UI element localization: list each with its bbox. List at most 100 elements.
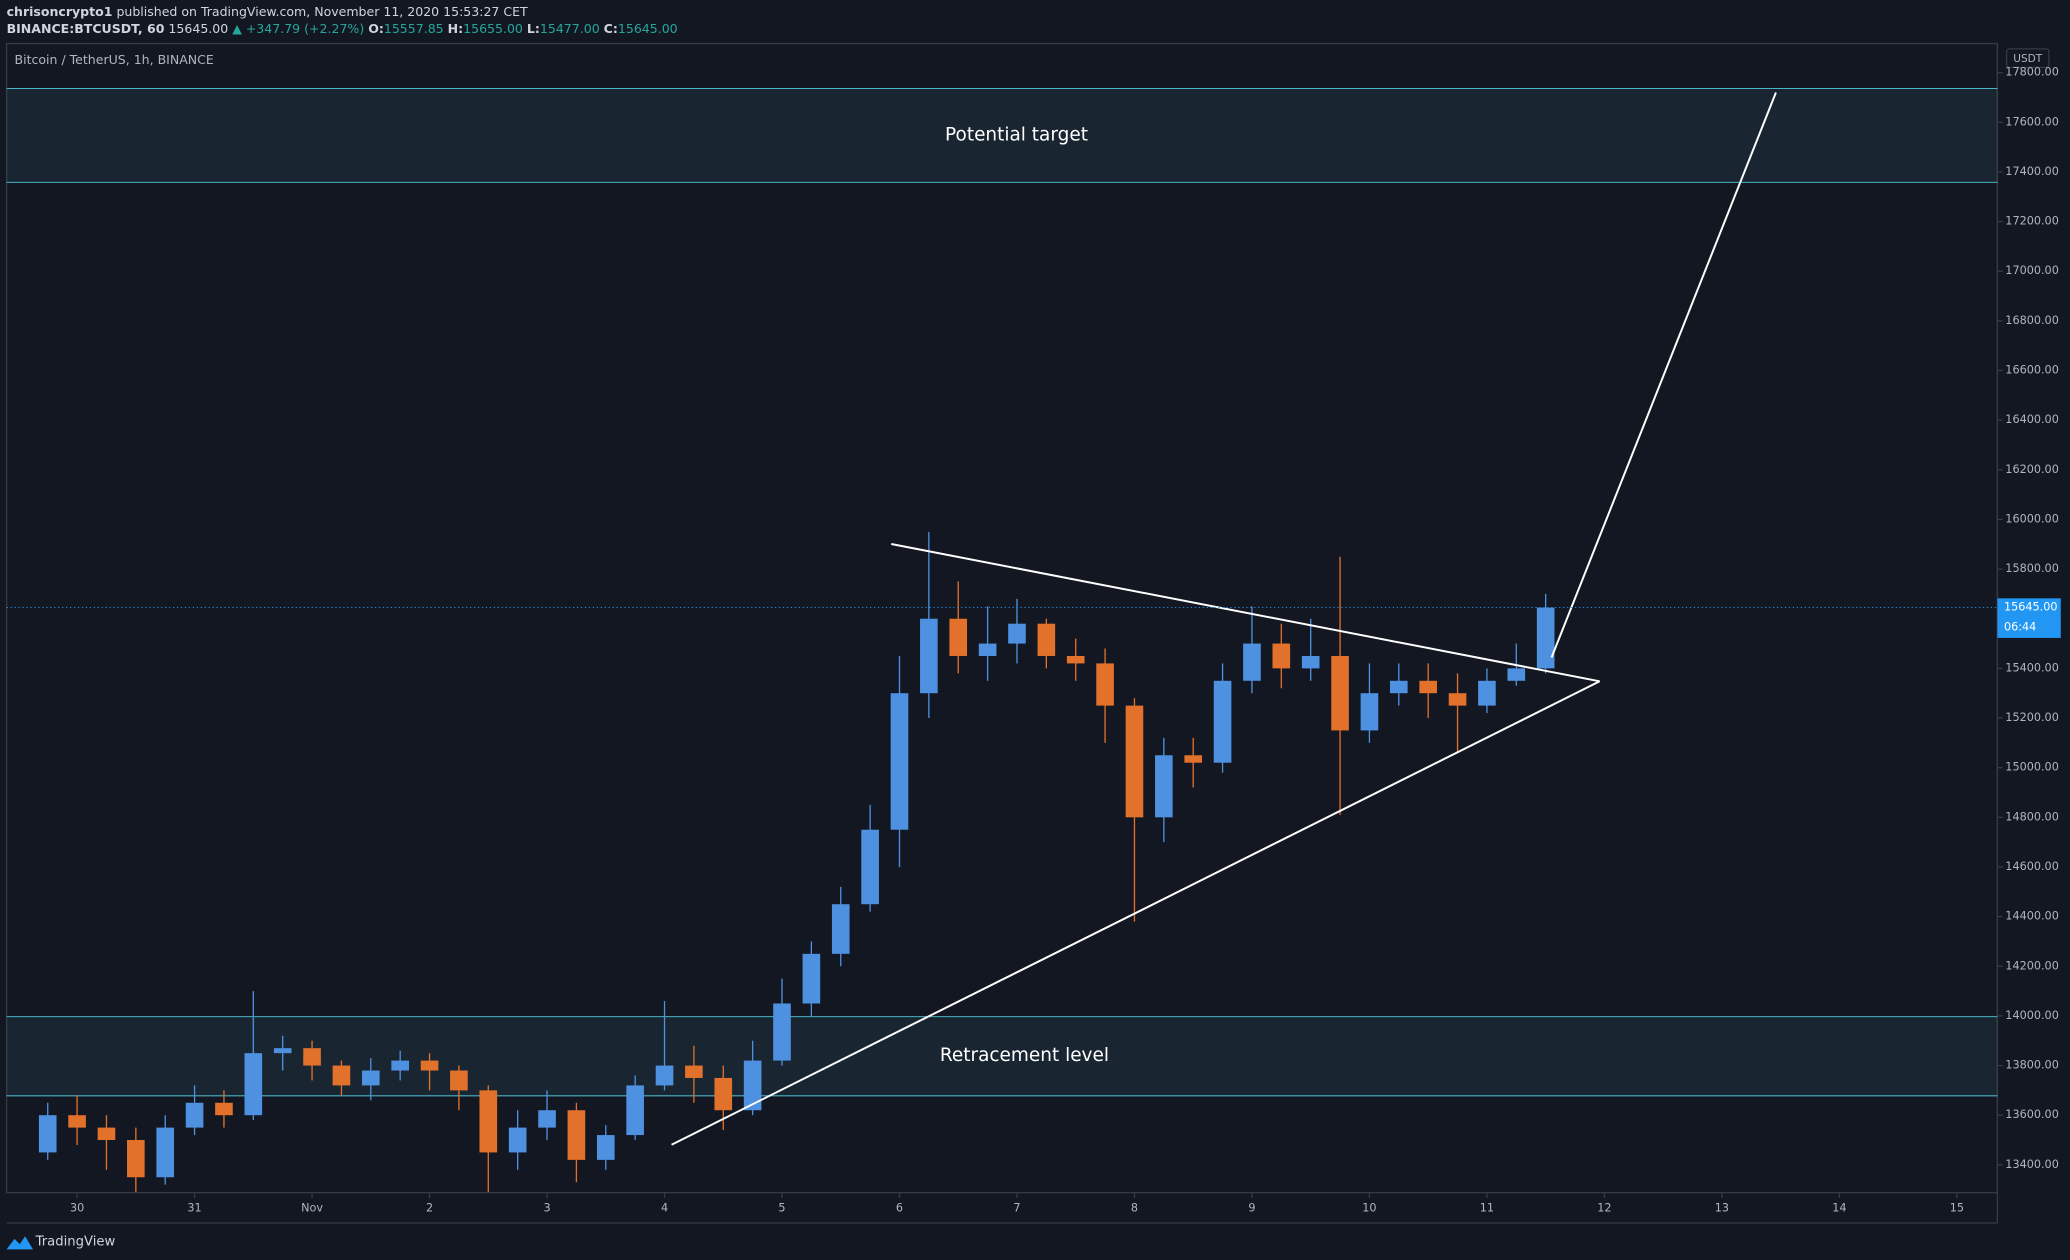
y-tick-label: 16600.00 bbox=[2005, 364, 2059, 377]
y-tick-label: 14800.00 bbox=[2005, 810, 2059, 823]
x-tick-label: 6 bbox=[896, 1201, 903, 1214]
candle-body bbox=[1301, 655, 1320, 669]
y-tick-label: 15800.00 bbox=[2005, 562, 2059, 575]
candle-body bbox=[156, 1127, 175, 1178]
trendline bbox=[891, 543, 1600, 683]
y-tick-label: 16800.00 bbox=[2005, 314, 2059, 327]
candle-body bbox=[332, 1065, 351, 1086]
candle-body bbox=[1507, 668, 1526, 681]
ohlc-value: 15557.85 bbox=[384, 21, 444, 36]
candle-body bbox=[831, 904, 850, 954]
candle-body bbox=[861, 829, 879, 905]
candle-body bbox=[450, 1070, 468, 1091]
candle-body bbox=[714, 1077, 733, 1111]
x-tick-label: 3 bbox=[543, 1201, 550, 1214]
candle-body bbox=[1066, 655, 1085, 664]
candle-body bbox=[1243, 643, 1261, 681]
x-tick-label: 30 bbox=[70, 1201, 84, 1214]
candle-body bbox=[361, 1070, 380, 1086]
price-tag-box bbox=[1997, 598, 2061, 638]
candle-body bbox=[1360, 693, 1379, 731]
y-tick-label: 14400.00 bbox=[2005, 910, 2059, 923]
y-tick-label: 15200.00 bbox=[2005, 711, 2059, 724]
candle-body bbox=[38, 1115, 57, 1153]
candle-body bbox=[538, 1110, 556, 1128]
candle-body bbox=[127, 1140, 145, 1178]
y-tick-label: 13800.00 bbox=[2005, 1059, 2059, 1072]
logo-icon bbox=[6, 1236, 34, 1250]
x-tick-label: 4 bbox=[661, 1201, 668, 1214]
x-tick-label: 5 bbox=[778, 1201, 785, 1214]
y-tick-label: 16200.00 bbox=[2005, 463, 2059, 476]
candle-body bbox=[978, 643, 997, 656]
candle-body bbox=[479, 1090, 498, 1153]
candle-body bbox=[1096, 663, 1114, 706]
x-tick-label: 31 bbox=[187, 1201, 201, 1214]
ohlc-key: H: bbox=[448, 21, 463, 36]
candle-body bbox=[920, 618, 938, 694]
candle-body bbox=[508, 1127, 527, 1153]
x-tick-label: 9 bbox=[1248, 1201, 1255, 1214]
price-tag-label: 15645.00 bbox=[2004, 601, 2058, 614]
y-unit: USDT bbox=[2013, 53, 2043, 65]
candle-body bbox=[1037, 623, 1056, 656]
y-tick-label: 13600.00 bbox=[2005, 1108, 2059, 1121]
y-tick-label: 15000.00 bbox=[2005, 761, 2059, 774]
y-tick-label: 17400.00 bbox=[2005, 165, 2059, 178]
symbol: BINANCE:BTCUSDT, 60 bbox=[7, 21, 165, 36]
y-tick-label: 14200.00 bbox=[2005, 959, 2059, 972]
candle-body bbox=[244, 1053, 263, 1116]
x-tick-label: 12 bbox=[1597, 1201, 1611, 1214]
candle-body bbox=[97, 1127, 116, 1141]
candle-body bbox=[1419, 680, 1437, 694]
trendline bbox=[671, 680, 1601, 1146]
ohlc-value: 15655.00 bbox=[463, 21, 523, 36]
zone-label: Retracement level bbox=[940, 1045, 1109, 1066]
trendline bbox=[1550, 92, 1777, 658]
publish-line: chrisoncrypto1 published on TradingView.… bbox=[7, 3, 528, 18]
zone-label: Potential target bbox=[945, 124, 1088, 145]
x-tick-label: 15 bbox=[1950, 1201, 1964, 1214]
footer-brand: TradingView bbox=[35, 1235, 116, 1250]
candle-body bbox=[1331, 655, 1349, 731]
candle-body bbox=[1184, 755, 1203, 763]
candle-body bbox=[626, 1085, 644, 1136]
author: chrisoncrypto1 bbox=[7, 3, 113, 18]
symbol-line: BINANCE:BTCUSDT, 60 15645.00 ▲ +347.79 (… bbox=[7, 21, 678, 36]
unit-box bbox=[2005, 48, 2050, 69]
candle-body bbox=[391, 1060, 409, 1071]
ohlc-value: 15645.00 bbox=[618, 21, 678, 36]
candle-body bbox=[1448, 693, 1467, 706]
candle-body bbox=[890, 693, 909, 830]
candle-body bbox=[1272, 643, 1291, 669]
zone bbox=[6, 88, 1998, 183]
candle-body bbox=[743, 1060, 762, 1111]
x-tick-label: 11 bbox=[1480, 1201, 1494, 1214]
candle-body bbox=[1008, 623, 1026, 644]
y-tick-label: 17600.00 bbox=[2005, 115, 2059, 128]
last-price: 15645.00 bbox=[168, 21, 228, 36]
candle-body bbox=[1536, 607, 1555, 669]
x-tick-label: 8 bbox=[1131, 1201, 1138, 1214]
y-tick-label: 14000.00 bbox=[2005, 1009, 2059, 1022]
candle-body bbox=[773, 1003, 791, 1061]
candle-body bbox=[949, 618, 968, 656]
x-tick-label: Nov bbox=[301, 1201, 323, 1214]
candle-body bbox=[185, 1102, 204, 1128]
published: published on TradingView.com, November 1… bbox=[116, 3, 528, 18]
price-tag-countdown: 06:44 bbox=[2004, 620, 2036, 633]
candle-body bbox=[68, 1115, 86, 1128]
candle-body bbox=[1125, 705, 1144, 818]
x-tick-label: 10 bbox=[1362, 1201, 1376, 1214]
candle-body bbox=[1389, 680, 1408, 694]
x-tick-label: 13 bbox=[1715, 1201, 1729, 1214]
y-tick-label: 17000.00 bbox=[2005, 264, 2059, 277]
candle-body bbox=[303, 1048, 321, 1066]
y-tick-label: 13400.00 bbox=[2005, 1158, 2059, 1171]
y-tick-label: 16000.00 bbox=[2005, 512, 2059, 525]
candle-body bbox=[273, 1048, 292, 1054]
y-tick-label: 16400.00 bbox=[2005, 413, 2059, 426]
